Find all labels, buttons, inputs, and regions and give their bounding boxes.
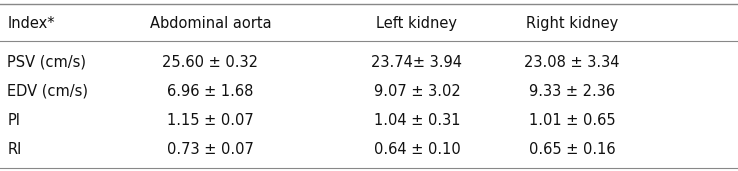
Text: 0.73 ± 0.07: 0.73 ± 0.07 <box>167 142 254 157</box>
Text: Left kidney: Left kidney <box>376 16 458 31</box>
Text: Abdominal aorta: Abdominal aorta <box>150 16 271 31</box>
Text: 23.08 ± 3.34: 23.08 ± 3.34 <box>524 55 620 70</box>
Text: 1.15 ± 0.07: 1.15 ± 0.07 <box>167 113 254 128</box>
Text: Index*: Index* <box>7 16 55 31</box>
Text: 6.96 ± 1.68: 6.96 ± 1.68 <box>167 84 254 99</box>
Text: 25.60 ± 0.32: 25.60 ± 0.32 <box>162 55 258 70</box>
Text: 1.01 ± 0.65: 1.01 ± 0.65 <box>528 113 615 128</box>
Text: EDV (cm/s): EDV (cm/s) <box>7 84 89 99</box>
Text: RI: RI <box>7 142 21 157</box>
Text: 0.65 ± 0.16: 0.65 ± 0.16 <box>528 142 615 157</box>
Text: PI: PI <box>7 113 21 128</box>
Text: 0.64 ± 0.10: 0.64 ± 0.10 <box>373 142 461 157</box>
Text: 1.04 ± 0.31: 1.04 ± 0.31 <box>373 113 461 128</box>
Text: 9.07 ± 3.02: 9.07 ± 3.02 <box>373 84 461 99</box>
Text: PSV (cm/s): PSV (cm/s) <box>7 55 86 70</box>
Text: Right kidney: Right kidney <box>525 16 618 31</box>
Text: 23.74± 3.94: 23.74± 3.94 <box>371 55 463 70</box>
Text: 9.33 ± 2.36: 9.33 ± 2.36 <box>529 84 615 99</box>
